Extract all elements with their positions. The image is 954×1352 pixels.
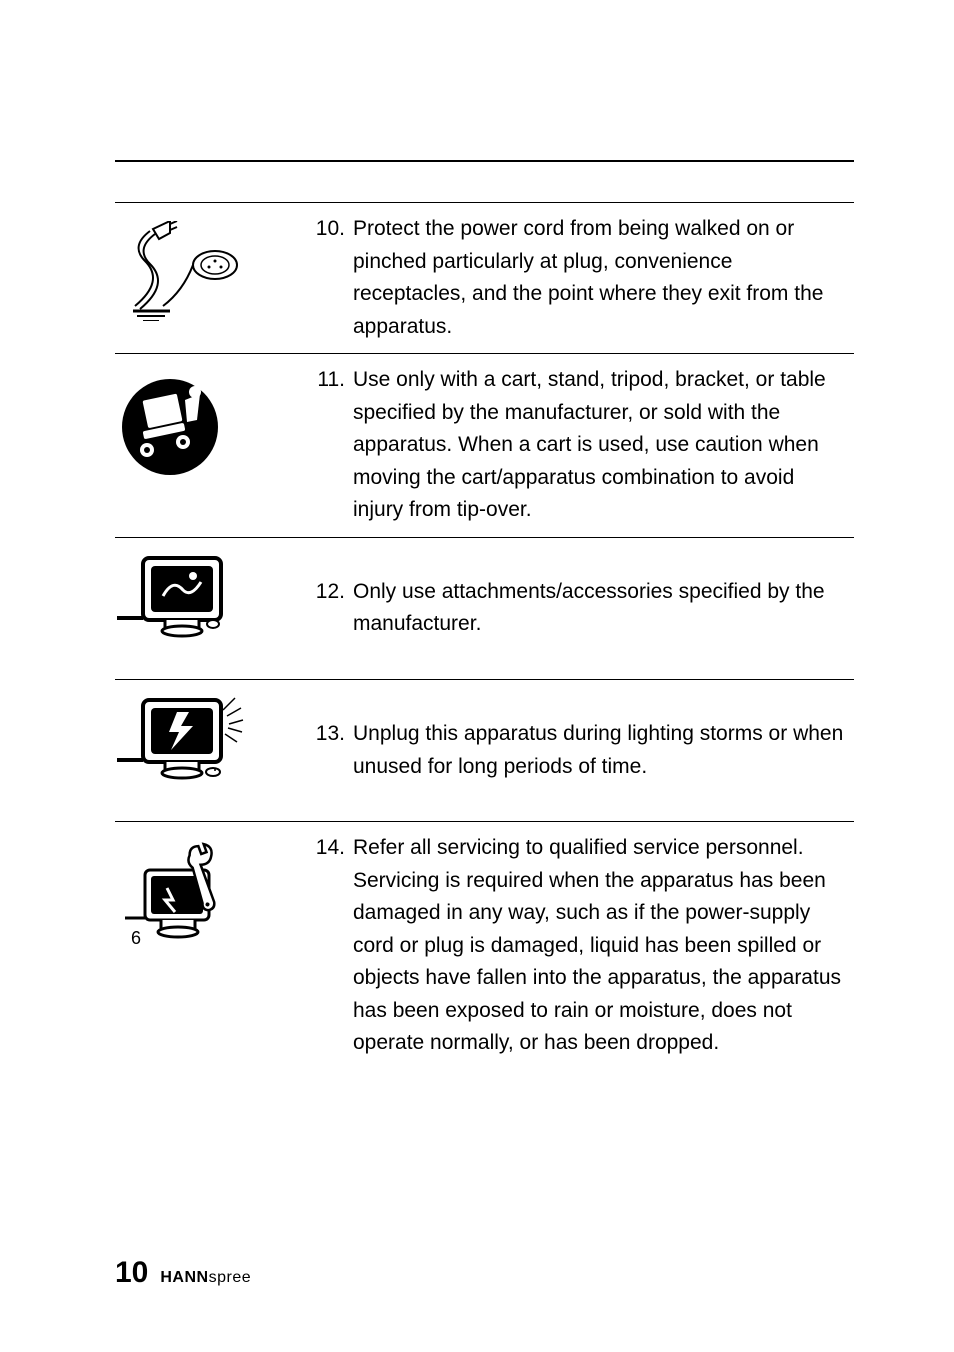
page-number: 10 xyxy=(115,1256,148,1290)
cord-plug-icon xyxy=(115,213,315,321)
instruction-row: 10. Protect the power cord from being wa… xyxy=(115,202,854,353)
svg-text:6: 6 xyxy=(131,928,141,948)
monitor-lightning-icon xyxy=(115,690,315,790)
instruction-row: 11. Use only with a cart, stand, tripod,… xyxy=(115,353,854,537)
item-text: Protect the power cord from being walked… xyxy=(353,213,850,343)
brand-logo: HANNspree xyxy=(160,1269,251,1287)
item-number: 11. xyxy=(315,364,353,527)
item-text: Use only with a cart, stand, tripod, bra… xyxy=(353,364,850,527)
item-number: 14. xyxy=(315,832,353,1060)
item-text: Refer all servicing to qualified service… xyxy=(353,832,850,1060)
item-number: 10. xyxy=(315,213,353,343)
instruction-row: 6 14. Refer all servicing to qualified s… xyxy=(115,821,854,1070)
page-footer: 10 HANNspree xyxy=(115,1256,251,1290)
item-text: Only use attachments/accessories specifi… xyxy=(353,576,850,641)
cart-tipping-icon xyxy=(115,364,315,482)
section-rule xyxy=(115,160,854,162)
monitor-wrench-icon: 6 xyxy=(115,832,315,950)
item-number: 12. xyxy=(315,576,353,641)
instruction-row: 13. Unplug this apparatus during lightin… xyxy=(115,679,854,821)
item-number: 13. xyxy=(315,718,353,783)
instruction-row: 12. Only use attachments/accessories spe… xyxy=(115,537,854,679)
monitor-screensaver-icon xyxy=(115,548,315,648)
item-text: Unplug this apparatus during lighting st… xyxy=(353,718,850,783)
